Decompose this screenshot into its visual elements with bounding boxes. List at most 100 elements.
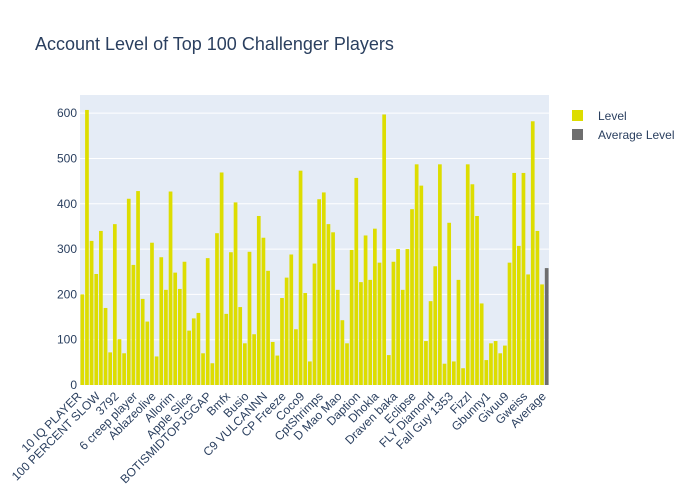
bar-level[interactable] [150,242,154,385]
bar-level[interactable] [266,270,270,385]
bar-average-level[interactable] [544,268,549,385]
bar-level[interactable] [122,353,126,385]
bar-level[interactable] [136,191,140,385]
bar-level[interactable] [428,301,433,385]
bar-level[interactable] [284,277,289,385]
bar-level[interactable] [256,215,261,385]
bar-level[interactable] [465,164,470,385]
bar-level[interactable] [479,303,484,385]
bar-level[interactable] [252,334,256,385]
bar-level[interactable] [438,164,442,385]
bar-level[interactable] [447,222,452,385]
bar-level[interactable] [89,240,94,385]
bar-level[interactable] [470,184,475,385]
bar-level[interactable] [410,209,414,385]
bar-level[interactable] [516,245,521,385]
bar-level[interactable] [289,254,294,386]
bar-level[interactable] [354,177,359,385]
bar-level[interactable] [131,264,136,385]
bar-level[interactable] [461,368,465,385]
bar-level[interactable] [177,288,182,385]
bar-level[interactable] [261,237,266,385]
bar-level[interactable] [210,363,215,385]
bar-level[interactable] [451,361,456,385]
bar-level[interactable] [126,198,131,385]
bar-level[interactable] [498,353,503,385]
bar-level[interactable] [270,341,275,385]
bar-level[interactable] [331,232,335,385]
bar-level[interactable] [363,235,368,385]
bar-level[interactable] [275,355,280,385]
bar-level[interactable] [512,172,517,385]
bar-level[interactable] [373,228,377,385]
bar-level[interactable] [507,262,512,385]
bar-level[interactable] [191,318,196,385]
bar-level[interactable] [164,289,168,385]
bar-level[interactable] [140,298,145,385]
bar-level[interactable] [368,279,373,385]
legend-item-average-level[interactable]: Average Level [572,125,675,144]
bar-level[interactable] [424,341,428,385]
legend-item-level[interactable]: Level [572,106,675,125]
bar-level[interactable] [391,261,396,385]
bar-level[interactable] [280,298,284,385]
bar-level[interactable] [456,279,461,385]
bar-level[interactable] [80,294,85,385]
bar-level[interactable] [419,185,424,385]
bar-level[interactable] [205,258,210,385]
bar-level[interactable] [489,343,493,385]
bar-level[interactable] [117,339,122,385]
bar-level[interactable] [312,263,317,385]
bar-level[interactable] [540,284,544,385]
bar-level[interactable] [154,356,159,385]
bar-level[interactable] [359,282,363,385]
bar-level[interactable] [145,321,150,385]
bar-level[interactable] [224,313,229,385]
bar-level[interactable] [219,172,224,385]
bar-level[interactable] [400,289,405,385]
bar-level[interactable] [396,249,400,385]
bar-level[interactable] [112,224,117,385]
bar-level[interactable] [484,360,489,385]
bar-level[interactable] [215,233,219,385]
bar-level[interactable] [233,202,238,385]
bar-level[interactable] [307,361,312,385]
bar-level[interactable] [108,352,113,385]
bar-level[interactable] [326,224,331,385]
bar-level[interactable] [503,345,507,385]
bar-level[interactable] [298,170,303,385]
bar-level[interactable] [85,109,89,385]
bar-level[interactable] [377,262,382,385]
bar-level[interactable] [187,330,191,385]
bar-level[interactable] [526,274,530,385]
bar-level[interactable] [229,252,233,385]
bar-level[interactable] [94,273,99,385]
bar-level[interactable] [173,272,178,385]
bar-level[interactable] [530,121,535,385]
bar-level[interactable] [247,251,252,385]
bar-level[interactable] [521,172,526,385]
bar-level[interactable] [386,355,391,385]
bar-level[interactable] [349,249,354,385]
bar-level[interactable] [168,191,173,385]
bar-level[interactable] [442,363,447,385]
bar-level[interactable] [382,114,387,385]
bar-level[interactable] [238,307,243,385]
bar-level[interactable] [196,312,201,385]
bar-level[interactable] [405,249,410,385]
bar-level[interactable] [335,289,340,385]
bar-level[interactable] [103,307,108,385]
bar-level[interactable] [303,293,308,385]
bar-level[interactable] [201,353,205,385]
bar-level[interactable] [321,192,326,385]
bar-level[interactable] [242,343,247,385]
bar-level[interactable] [433,266,438,385]
bar-level[interactable] [294,329,298,385]
bar-level[interactable] [475,215,479,385]
bar-level[interactable] [99,230,103,385]
bar-level[interactable] [535,230,540,385]
bar-level[interactable] [159,257,164,385]
bar-level[interactable] [317,199,322,385]
bar-level[interactable] [340,320,345,385]
bar-level[interactable] [414,164,419,385]
